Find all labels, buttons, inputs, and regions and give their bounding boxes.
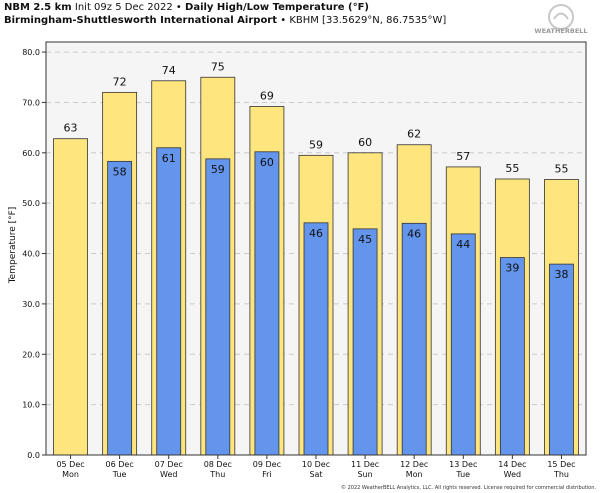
x-tick-date: 15 Dec: [547, 460, 575, 469]
x-tick-day: Thu: [553, 470, 569, 479]
chart-title: Daily High/Low Temperature (°F): [185, 2, 369, 13]
low-temp-bar: [549, 263, 574, 456]
y-tick-label: 0.0: [27, 451, 40, 460]
chart-header-line2: Birmingham-Shuttlesworth International A…: [4, 15, 446, 26]
x-tick-date: 07 Dec: [155, 460, 183, 469]
low-temp-label: 46: [309, 227, 323, 240]
high-temp-label: 72: [113, 75, 127, 88]
bars: [53, 76, 579, 456]
x-tick-date: 10 Dec: [302, 460, 330, 469]
high-temp-label: 55: [554, 162, 568, 175]
x-tick-day: Thu: [209, 470, 225, 479]
x-tick-date: 06 Dec: [106, 460, 134, 469]
x-tick-day: Tue: [455, 470, 470, 479]
x-tick-day: Sat: [309, 470, 322, 479]
low-temp-label: 38: [554, 268, 568, 281]
y-tick-label: 60.0: [22, 149, 40, 158]
logo-text: WEATHERBELL: [534, 27, 587, 35]
data-labels: 63 72 58 74 61 75 59 69 60 59 46 60 45 62 46 57 44 55 39 55…: [64, 60, 569, 281]
x-tick-day: Mon: [406, 470, 423, 479]
x-tick-day: Wed: [160, 470, 177, 479]
header-bullet: •: [175, 2, 182, 13]
high-temp-label: 75: [211, 60, 225, 73]
axes: 0.0 10.0 20.0 30.0 40.0 50.0 60.0 70.0 80.0 05 De…: [22, 48, 575, 479]
high-temp-label: 69: [260, 89, 274, 102]
y-tick-label: 10.0: [22, 401, 40, 410]
high-temp-bar: [53, 138, 88, 456]
location-name: Birmingham-Shuttlesworth International A…: [4, 15, 278, 26]
x-tick-date: 12 Dec: [400, 460, 428, 469]
low-temp-bar: [450, 233, 476, 456]
high-temp-label: 59: [309, 138, 323, 151]
high-temp-label: 60: [358, 136, 372, 149]
low-temp-label: 60: [260, 156, 274, 169]
low-temp-bar: [499, 257, 525, 456]
low-temp-bar: [254, 151, 280, 456]
high-temp-label: 62: [407, 128, 421, 141]
low-temp-bar: [303, 222, 329, 456]
x-tick-day: Mon: [62, 470, 79, 479]
chart-header-line1: NBM 2.5 km Init 09z 5 Dec 2022 • Daily H…: [4, 2, 369, 13]
y-tick-label: 40.0: [22, 250, 40, 259]
y-tick-label: 30.0: [22, 300, 40, 309]
y-axis-label: Temperature [°F]: [8, 207, 18, 285]
high-temp-label: 55: [505, 162, 519, 175]
x-tick-date: 13 Dec: [449, 460, 477, 469]
low-temp-bar: [205, 158, 231, 456]
low-temp-label: 39: [505, 262, 519, 275]
station-info: KBHM [33.5629°N, 86.7535°W]: [289, 15, 447, 26]
x-tick-date: 14 Dec: [498, 460, 526, 469]
low-temp-label: 46: [407, 227, 421, 240]
low-temp-label: 44: [456, 238, 470, 251]
init-time: Init 09z 5 Dec 2022: [74, 2, 173, 13]
x-tick-date: 08 Dec: [204, 460, 232, 469]
header-bullet-2: •: [280, 15, 287, 26]
y-tick-label: 70.0: [22, 98, 40, 107]
x-tick-date: 05 Dec: [56, 460, 84, 469]
low-temp-label: 61: [162, 152, 176, 165]
y-tick-label: 20.0: [22, 350, 40, 359]
high-temp-label: 57: [456, 150, 470, 163]
x-tick-day: Fri: [262, 470, 272, 479]
x-tick-day: Wed: [504, 470, 521, 479]
low-temp-bar: [156, 147, 182, 456]
low-temp-bar: [352, 228, 378, 456]
x-tick-day: Sun: [357, 470, 372, 479]
x-tick-date: 11 Dec: [351, 460, 379, 469]
high-temp-label: 74: [162, 64, 176, 77]
x-tick-day: Tue: [112, 470, 127, 479]
y-tick-label: 50.0: [22, 199, 40, 208]
model-name: NBM 2.5 km: [4, 2, 72, 13]
low-temp-label: 45: [358, 233, 372, 246]
low-temp-label: 59: [211, 163, 225, 176]
low-temp-bar: [401, 222, 427, 456]
low-temp-label: 58: [113, 165, 127, 178]
copyright-footer: © 2022 WeatherBELL Analytics, LLC. All r…: [341, 484, 596, 491]
weatherbell-logo: WEATHERBELL: [534, 4, 588, 35]
high-temp-label: 63: [64, 122, 78, 135]
y-tick-label: 80.0: [22, 48, 40, 57]
low-temp-bar: [107, 160, 133, 456]
x-tick-date: 09 Dec: [253, 460, 281, 469]
